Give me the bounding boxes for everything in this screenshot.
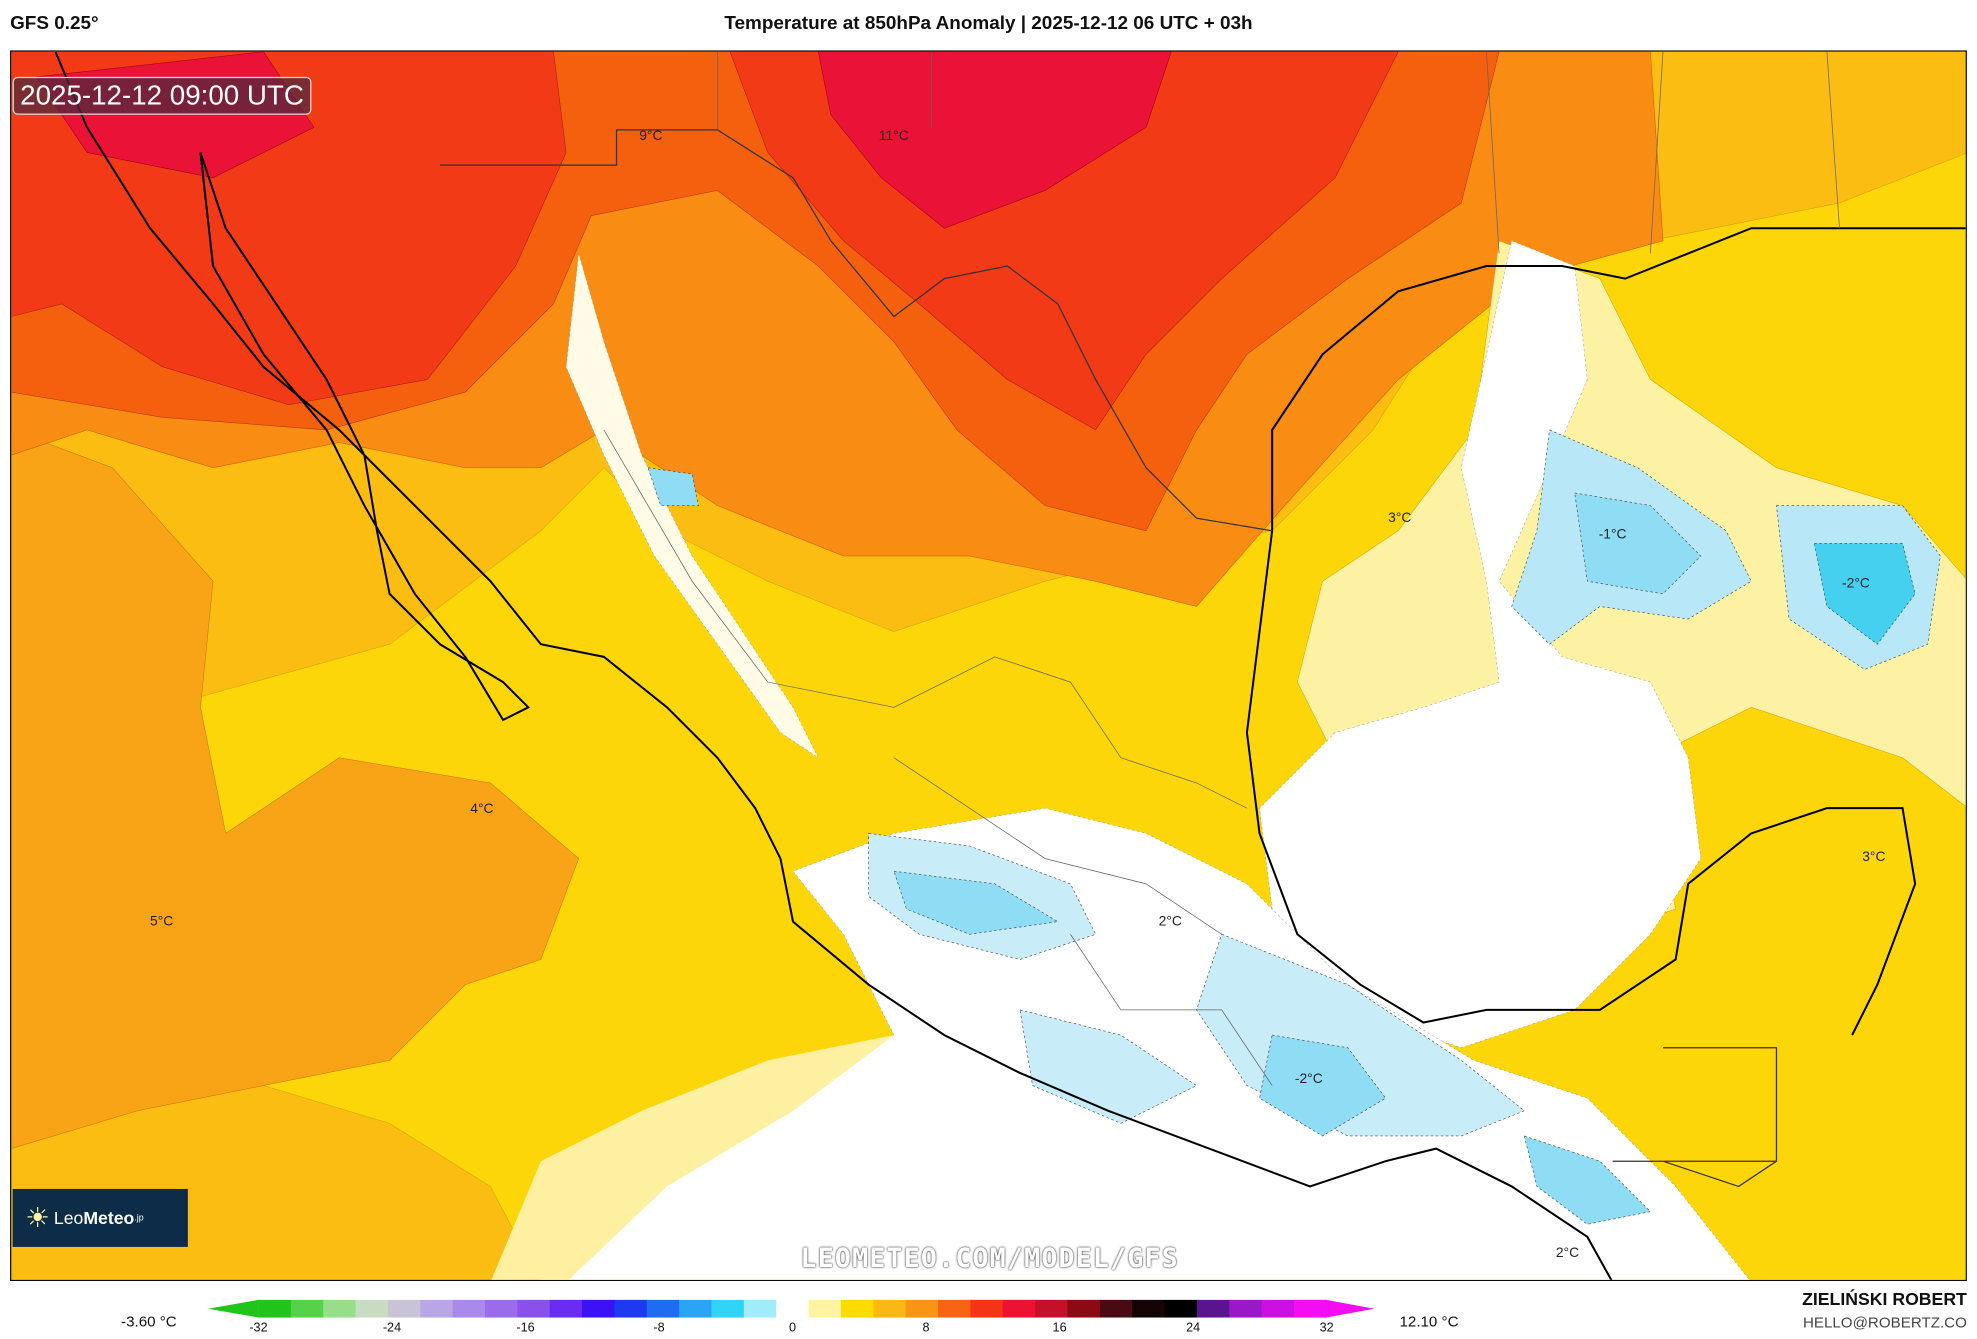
colorbar-swatch <box>484 1299 518 1318</box>
contour-light-yellow-pacific <box>491 1035 894 1280</box>
colorbar-min-label: -3.60 °C <box>121 1312 177 1331</box>
map-canvas: 9°C 11°C 3°C -1°C -2°C 4°C 5°C 2°C -2°C … <box>11 51 1966 1280</box>
colorbar-swatch <box>387 1299 421 1318</box>
colorbar-swatch <box>290 1299 324 1318</box>
colorbar-swatch <box>1294 1299 1327 1318</box>
colorbar-arrow-left <box>208 1299 259 1318</box>
contour-white-sierra <box>565 253 819 759</box>
contour-label: 5°C <box>150 912 173 928</box>
colorbar-swatch <box>679 1299 713 1318</box>
state-borders <box>603 51 1840 1086</box>
colorbar-swatch <box>1067 1299 1101 1318</box>
colorbar-tick-label: 0 <box>789 1321 797 1336</box>
colorbar-swatch <box>323 1299 357 1318</box>
coastlines <box>54 51 1966 1280</box>
colorbar-swatch <box>711 1299 745 1318</box>
colorbar-arrow-right <box>1326 1299 1375 1318</box>
colorbar-tick-label: 24 <box>1186 1321 1201 1336</box>
sun-icon: ☀ <box>25 1201 51 1234</box>
colorbar-tick-label: 16 <box>1052 1321 1067 1336</box>
valid-time-badge: 2025-12-12 09:00 UTC <box>12 76 312 115</box>
author-email: HELLO@ROBERTZ.CO <box>1802 1313 1967 1332</box>
model-name: GFS 0.25° <box>10 12 99 35</box>
contour-label: 2°C <box>1159 912 1182 928</box>
colorbar-tick-label: -16 <box>516 1321 535 1336</box>
contour-white-gulf <box>1259 240 1702 1048</box>
colorbar-swatch <box>517 1299 551 1318</box>
colorbar-swatch <box>258 1299 292 1318</box>
contour-label: 11°C <box>879 127 909 143</box>
colorbar-swatch <box>1099 1299 1133 1318</box>
colorbar-swatch <box>970 1299 1004 1318</box>
cold-anomaly-patches <box>647 429 1941 1225</box>
colorbar-swatch <box>549 1299 583 1318</box>
political-borders <box>440 129 1778 1188</box>
colorbar-tick-label: 32 <box>1319 1321 1334 1336</box>
logo-prefix: Leo <box>53 1207 84 1229</box>
colorbar-swatch <box>1229 1299 1263 1318</box>
colorbar-swatch <box>614 1299 648 1318</box>
colorbar-swatch <box>420 1299 454 1318</box>
logo-bold: Meteo <box>83 1207 135 1229</box>
colorbar-swatch <box>1196 1299 1230 1318</box>
leometeo-logo[interactable]: ☀ Leo Meteo .jp <box>12 1188 188 1247</box>
contour-label: 3°C <box>1388 509 1411 525</box>
colorbar-tick-label: 8 <box>922 1321 930 1336</box>
contour-label: 9°C <box>639 127 662 143</box>
colorbar-swatch <box>938 1299 972 1318</box>
logo-suffix: .jp <box>134 1213 144 1223</box>
contour-label: 2°C <box>1556 1244 1579 1260</box>
chart-title: Temperature at 850hPa Anomaly | 2025-12-… <box>724 12 1253 35</box>
colorbar-swatch <box>582 1299 616 1318</box>
colorbar-swatch <box>646 1299 680 1318</box>
author-credit: ZIELIŃSKI ROBERT <box>1802 1288 1967 1309</box>
contour-label: -1°C <box>1599 525 1627 541</box>
colorbar-swatch <box>840 1299 874 1318</box>
contour-label: 4°C <box>470 800 493 816</box>
colorbar-swatch <box>905 1299 939 1318</box>
colorbar-swatch <box>452 1299 486 1318</box>
colorbar-swatch <box>776 1299 810 1318</box>
contour-orange <box>11 429 580 1149</box>
contour-label: 3°C <box>1862 848 1885 864</box>
colorbar-tick-label: -32 <box>249 1321 268 1336</box>
colorbar-max-label: 12.10 °C <box>1399 1312 1459 1331</box>
contour-crimson <box>36 51 1172 229</box>
colorbar-swatch <box>1164 1299 1198 1318</box>
colorbar-swatch <box>1261 1299 1295 1318</box>
colorbar-swatch <box>355 1299 389 1318</box>
colorbar-tick-label: -24 <box>382 1321 402 1336</box>
colorbar-tick-label: -8 <box>653 1321 665 1336</box>
colorbar-swatch <box>873 1299 907 1318</box>
colorbar-swatch <box>743 1299 777 1318</box>
colorbar <box>208 1299 1375 1318</box>
colorbar-swatch <box>1035 1299 1069 1318</box>
watermark-url: LEOMETEO.COM/MODEL/GFS <box>800 1243 1179 1274</box>
colorbar-swatch <box>1132 1299 1166 1318</box>
colorbar-swatch <box>808 1299 842 1318</box>
contour-label: -2°C <box>1842 575 1870 591</box>
contour-white-south <box>542 807 1750 1280</box>
contour-label: -2°C <box>1295 1070 1323 1086</box>
colorbar-swatch <box>1002 1299 1036 1318</box>
anomaly-map: 9°C 11°C 3°C -1°C -2°C 4°C 5°C 2°C -2°C … <box>10 50 1967 1281</box>
